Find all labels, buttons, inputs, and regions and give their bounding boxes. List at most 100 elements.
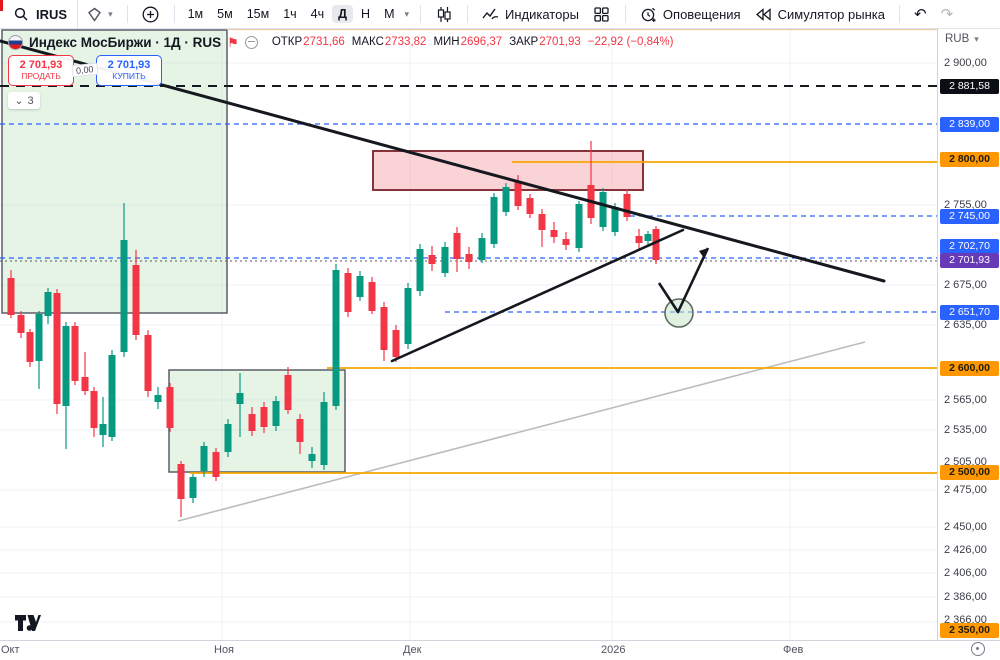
simulator-label: Симулятор рынка (777, 6, 885, 22)
candle-body (490, 197, 498, 244)
entry-circle-annotation[interactable] (664, 298, 694, 328)
spread-value: 0,00 (71, 62, 99, 78)
candle-body (635, 236, 643, 243)
candle-body (53, 293, 61, 404)
interval-4ч[interactable]: 4ч (310, 7, 325, 21)
chevron-down-icon: ▾ (404, 8, 410, 19)
price-tick-blue: 2 702,70 (940, 238, 999, 254)
candle-body (90, 391, 98, 428)
scale-settings-icon[interactable] (971, 642, 985, 656)
candle-body (514, 182, 522, 206)
candle-body (344, 273, 352, 312)
price-tick-blue: 2 651,70 (940, 304, 999, 320)
candle-body (296, 419, 304, 442)
legend-symbol-title[interactable]: Индекс МосБиржи · 1Д · RUS (29, 34, 222, 50)
candle-body (644, 234, 652, 241)
sell-label: ПРОДАТЬ (21, 70, 61, 81)
redo-button[interactable]: ↷ (940, 6, 954, 23)
price-tick-blue: 2 839,00 (940, 116, 999, 132)
undo-button[interactable]: ↶ (913, 6, 927, 23)
candle-body (599, 192, 607, 227)
gray-support-trendline[interactable] (177, 341, 866, 522)
layout-grid-button[interactable] (586, 2, 618, 26)
ohlc-МИН: МИН 2696,37 (433, 36, 503, 48)
ohlc-МАКС: МАКС 2733,82 (351, 36, 427, 48)
interval-dropdown[interactable]: ▾ (400, 2, 413, 26)
candle-body (7, 278, 15, 315)
ascending-trendline[interactable] (390, 228, 685, 363)
sell-button[interactable]: 2 701,93 ПРОДАТЬ (8, 55, 74, 86)
symbol-name: IRUS (36, 6, 68, 22)
currency-selector[interactable]: RUB ▾ (945, 33, 979, 45)
alerts-button[interactable]: Оповещения (633, 2, 748, 26)
candle-body (368, 282, 376, 311)
chevron-down-icon: ⌄ (14, 95, 24, 107)
symbol-search-button[interactable]: IRUS (0, 0, 79, 28)
candle-body (26, 332, 34, 362)
interval-М[interactable]: М (384, 7, 395, 21)
time-axis[interactable]: Окт Ноя Дек 2026 Фев (0, 640, 1000, 660)
candle-body (611, 207, 619, 232)
price-tick-purple: 2 701,93 (940, 252, 999, 268)
candle-body (392, 330, 400, 357)
interval-Н[interactable]: Н (361, 7, 371, 21)
candlestick-style-icon (435, 5, 453, 23)
alerts-label: Оповещения (662, 6, 741, 22)
compare-add-button[interactable] (135, 2, 167, 26)
object-tree-collapse-chip[interactable]: ⌄ 3 (8, 92, 40, 109)
up-arrow-annotation[interactable] (657, 247, 710, 314)
lower-green-zone[interactable] (168, 369, 346, 473)
market-simulator-button[interactable]: Симулятор рынка (748, 2, 892, 26)
interval-Д[interactable]: Д (332, 5, 354, 23)
buy-button[interactable]: 2 701,93 КУПИТЬ (96, 55, 162, 86)
hide-symbol-icon[interactable] (244, 35, 258, 49)
candle-body (652, 229, 660, 260)
price-tick-plain: 2 635,00 (944, 318, 987, 331)
price-tick-plain: 2 535,00 (944, 423, 987, 436)
interval-5м[interactable]: 5м (217, 7, 233, 21)
tradingview-logo[interactable] (15, 615, 41, 632)
alert-clock-icon (640, 5, 658, 23)
candle-body (502, 187, 510, 212)
sell-price: 2 701,93 (19, 59, 63, 72)
price-tick-plain: 2 675,00 (944, 278, 987, 291)
search-icon (12, 5, 30, 23)
watchlist-flag-dropdown[interactable]: ▾ (78, 2, 120, 26)
candle-body (320, 402, 328, 465)
flag-marker-icon[interactable]: ⚑ (227, 34, 239, 50)
candle-body (453, 233, 461, 259)
chart-style-button[interactable] (428, 2, 460, 26)
candle-body (478, 238, 486, 260)
price-tick-orange: 2 600,00 (940, 360, 999, 376)
price-axis[interactable]: 2 900,00 2 881,58 2 839,00 2 800,00 2 755,00… (937, 29, 1000, 640)
interval-15м[interactable]: 15м (246, 7, 270, 21)
pink-resistance-zone[interactable] (372, 150, 644, 191)
time-label-2026: 2026 (601, 644, 626, 656)
ohlc-ОТКР: ОТКР 2731,66 (271, 36, 345, 48)
indicators-button[interactable]: Индикаторы (475, 2, 586, 26)
candle-body (356, 276, 364, 297)
candle-body (166, 387, 174, 428)
chevron-down-icon: ▾ (974, 33, 979, 44)
candle-body (623, 194, 631, 217)
candle-body (272, 401, 280, 426)
interval-1м[interactable]: 1м (187, 7, 204, 21)
candle-body (550, 230, 558, 237)
candle-body (380, 307, 388, 350)
price-tick-plain: 2 900,00 (944, 56, 987, 69)
ohlc-values: ОТКР 2731,66 МАКС 2733,82 МИН 2696,37 ЗАКР 2701… (272, 36, 674, 48)
candle-body (538, 214, 546, 230)
interval-1ч[interactable]: 1ч (283, 7, 297, 21)
price-tick-orange: 2 500,00 (940, 464, 999, 480)
candle-body (17, 315, 25, 333)
price-tick-plain: 2 386,00 (944, 590, 987, 603)
candle-body (236, 393, 244, 404)
price-tick-plain: 2 426,00 (944, 543, 987, 556)
candle-body (404, 288, 412, 344)
price-tick-plain: 2 475,00 (944, 483, 987, 496)
time-label-Фев: Фев (783, 644, 804, 656)
candle-body (35, 314, 43, 361)
candle-body (44, 292, 52, 316)
